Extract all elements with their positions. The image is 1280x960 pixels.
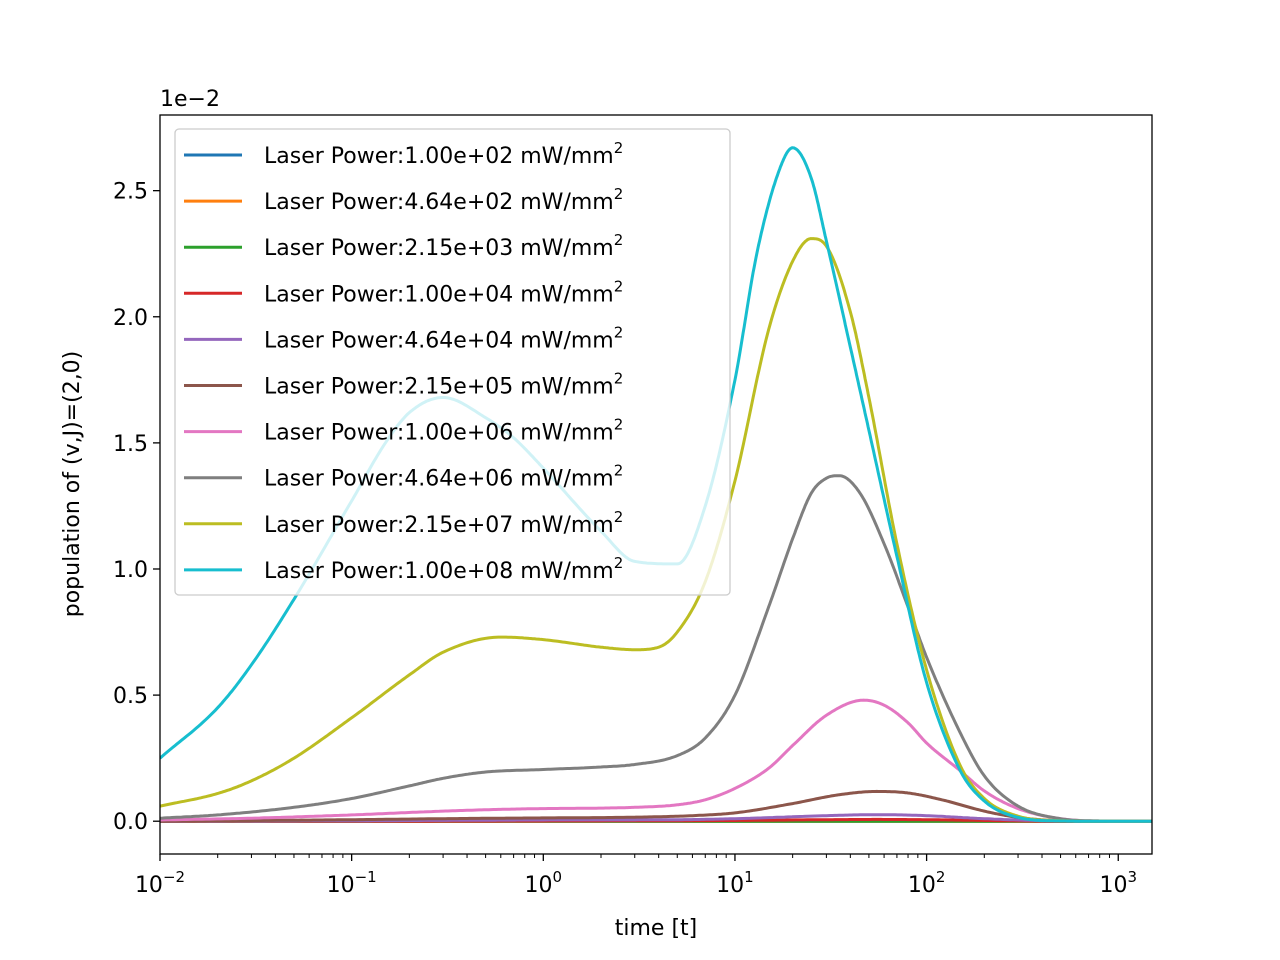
- plot-frame: [159, 114, 1153, 855]
- y-tick-label: 1.5: [113, 432, 148, 457]
- legend-box: [174, 128, 731, 596]
- legend-label: Laser Power:1.00e+04 mW/mm2: [264, 277, 623, 307]
- x-axis-ticks: 10−2 10−1 100 101 102 103: [135, 854, 1137, 898]
- legend: Laser Power:1.00e+02 mW/mm2 Laser Power:4…: [174, 128, 731, 596]
- x-tick-label: 101: [716, 868, 754, 898]
- series-line-8: [160, 474, 1152, 823]
- legend-label: Laser Power:4.64e+06 mW/mm2: [264, 462, 623, 492]
- legend-label: Laser Power:2.15e+03 mW/mm2: [264, 231, 623, 261]
- y-tick-label: 1.0: [113, 558, 148, 583]
- legend-label: Laser Power:2.15e+05 mW/mm2: [264, 370, 623, 400]
- legend-label: Laser Power:1.00e+08 mW/mm2: [264, 554, 623, 584]
- y-axis-ticks: 0.0 0.5 1.0 1.5 2.0 2.5: [113, 180, 160, 835]
- legend-label: Laser Power:4.64e+04 mW/mm2: [264, 323, 623, 353]
- legend-label: Laser Power:1.00e+06 mW/mm2: [264, 416, 623, 446]
- x-tick-label: 10−1: [327, 868, 377, 898]
- x-tick-label: 103: [1099, 868, 1137, 898]
- x-tick-label: 10−2: [135, 868, 185, 898]
- y-offset-text: 1e−2: [160, 87, 220, 112]
- legend-label: Laser Power:4.64e+02 mW/mm2: [264, 185, 623, 215]
- series-line-7: [160, 698, 1152, 823]
- series-line-5: [160, 813, 1152, 823]
- y-tick-label: 2.5: [113, 180, 148, 205]
- y-tick-label: 0.5: [113, 684, 148, 709]
- y-axis-label: population of (v,J)=(2,0): [60, 351, 85, 618]
- x-tick-label: 102: [908, 868, 946, 898]
- x-axis-label: time [t]: [615, 916, 698, 941]
- x-tick-label: 100: [525, 868, 563, 898]
- series-lines: [160, 146, 1152, 823]
- legend-label: Laser Power:1.00e+02 mW/mm2: [264, 139, 623, 169]
- y-tick-label: 0.0: [113, 810, 148, 835]
- y-tick-label: 2.0: [113, 306, 148, 331]
- legend-label: Laser Power:2.15e+07 mW/mm2: [264, 508, 623, 538]
- series-line-9: [160, 237, 1152, 823]
